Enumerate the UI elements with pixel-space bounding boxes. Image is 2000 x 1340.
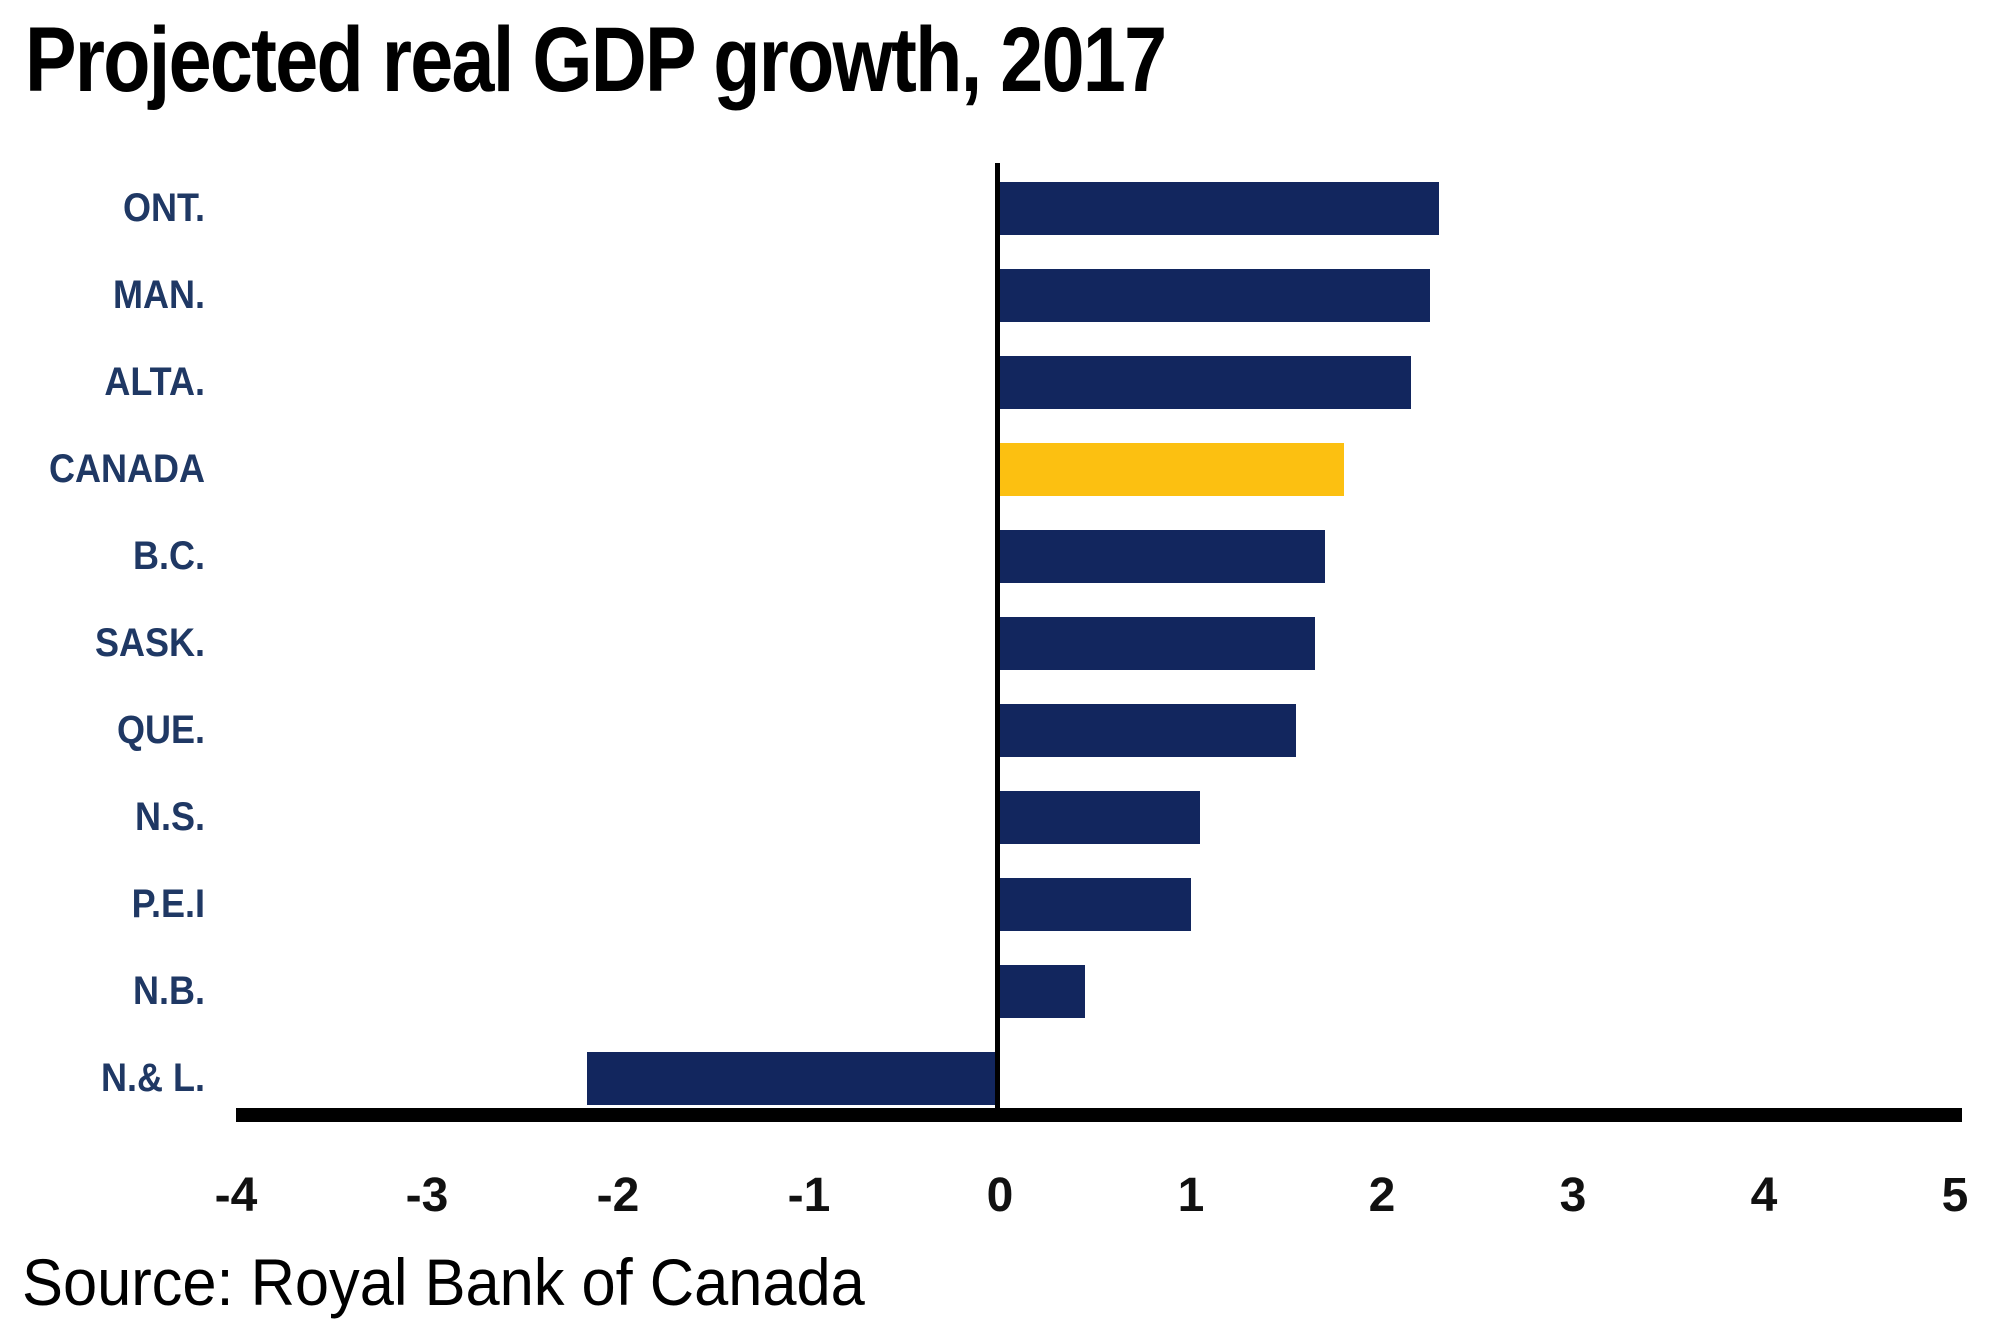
category-label-pei: P.E.I: [131, 882, 205, 926]
bar-ont: [999, 182, 1440, 235]
category-label-alta: ALTA.: [104, 360, 205, 404]
bar-que: [999, 704, 1296, 757]
chart-title: Projected real GDP growth, 2017: [25, 9, 1167, 111]
x-tick-label-2: 2: [1368, 1169, 1396, 1222]
bar-pei: [999, 878, 1191, 931]
x-tick-label--4: -4: [214, 1169, 258, 1222]
x-tick-label-4: 4: [1750, 1169, 1778, 1222]
x-tick-label-5: 5: [1941, 1169, 1969, 1222]
x-tick-label-0: 0: [986, 1169, 1014, 1222]
bar-sask: [999, 617, 1315, 670]
x-tick-label--2: -2: [596, 1169, 640, 1222]
category-label-que: QUE.: [116, 708, 205, 752]
bar-man: [999, 269, 1430, 322]
category-label-nb: N.B.: [133, 969, 205, 1013]
x-axis-line: [236, 1108, 1962, 1122]
bar-canada: [999, 443, 1344, 496]
category-label-ont: ONT.: [122, 186, 205, 230]
x-tick-label--1: -1: [787, 1169, 831, 1222]
bar-bc: [999, 530, 1325, 583]
source-text: Source: Royal Bank of Canada: [22, 1245, 865, 1319]
x-tick-label--3: -3: [405, 1169, 449, 1222]
x-tick-label-3: 3: [1559, 1169, 1587, 1222]
x-tick-label-1: 1: [1177, 1169, 1205, 1222]
category-label-man: MAN.: [113, 273, 205, 317]
bar-alta: [999, 356, 1411, 409]
zero-baseline-line: [995, 163, 1000, 1115]
category-label-ns: N.S.: [134, 795, 205, 839]
category-label-bc: B.C.: [133, 534, 205, 578]
bar-ns: [999, 791, 1201, 844]
bar-nl: [587, 1052, 999, 1105]
category-label-nl: N.& L.: [101, 1056, 205, 1100]
bar-nb: [999, 965, 1086, 1018]
category-label-sask: SASK.: [94, 621, 205, 665]
category-label-canada: CANADA: [49, 447, 205, 491]
